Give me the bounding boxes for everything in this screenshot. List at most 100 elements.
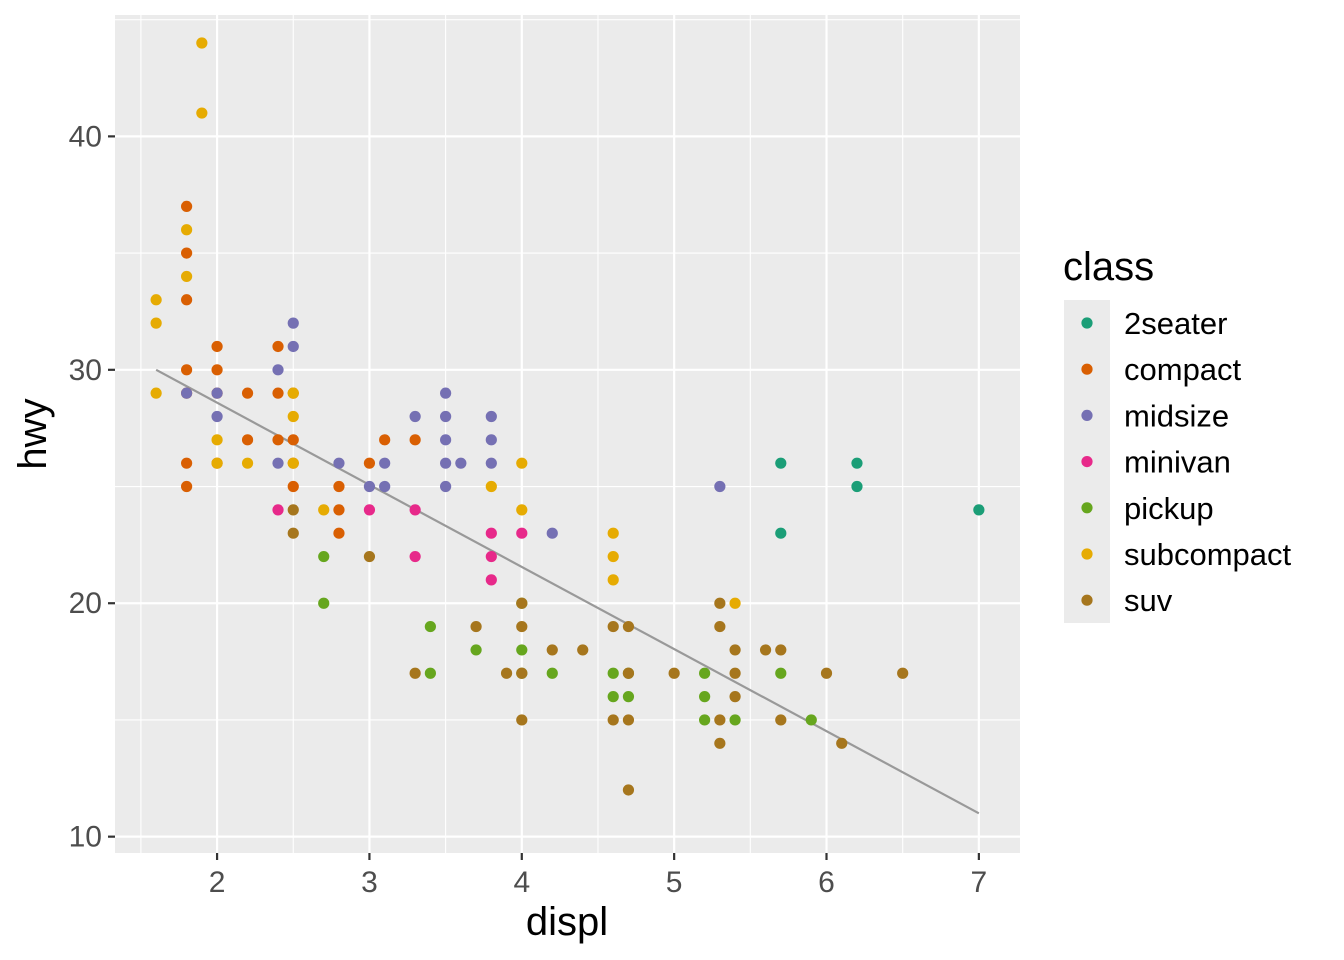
- data-point-subcompact: [516, 457, 528, 469]
- data-point-midsize: [181, 387, 193, 399]
- data-point-pickup: [805, 714, 817, 726]
- data-point-midsize: [409, 410, 421, 423]
- data-point-suv: [729, 691, 741, 703]
- data-point-suv: [500, 667, 513, 679]
- data-point-pickup: [622, 691, 635, 703]
- data-point-suv: [546, 644, 558, 656]
- data-point-compact: [379, 434, 391, 446]
- data-point-compact: [181, 294, 193, 306]
- y-tick-label: 40: [69, 120, 102, 153]
- data-point-pickup: [607, 667, 619, 679]
- data-point-pickup: [699, 667, 711, 679]
- data-point-compact: [181, 364, 193, 376]
- data-point-midsize: [287, 317, 299, 329]
- legend-key-2seater: [1081, 317, 1093, 329]
- data-point-compact: [181, 480, 193, 493]
- legend-label-pickup: pickup: [1124, 491, 1214, 526]
- data-point-suv: [607, 620, 619, 633]
- data-point-suv: [363, 550, 376, 563]
- data-point-subcompact: [318, 504, 330, 516]
- data-point-2seater: [851, 457, 863, 469]
- data-point-compact: [272, 434, 284, 446]
- data-point-midsize: [363, 480, 376, 493]
- data-point-pickup: [318, 550, 330, 563]
- data-point-suv: [622, 620, 635, 633]
- data-point-suv: [714, 714, 726, 726]
- legend-label-compact: compact: [1124, 352, 1242, 387]
- data-point-pickup: [318, 597, 330, 609]
- data-point-suv: [897, 667, 909, 679]
- data-point-compact: [363, 457, 376, 469]
- data-point-midsize: [546, 527, 558, 539]
- legend-label-2seater: 2seater: [1124, 306, 1227, 341]
- data-point-subcompact: [485, 480, 497, 493]
- data-point-suv: [287, 527, 299, 539]
- legend-label-suv: suv: [1124, 583, 1173, 618]
- data-point-subcompact: [211, 434, 223, 446]
- data-point-suv: [729, 667, 741, 679]
- data-point-compact: [211, 364, 223, 376]
- data-point-suv: [775, 714, 787, 726]
- data-point-midsize: [455, 457, 467, 469]
- data-point-compact: [333, 480, 345, 493]
- data-point-suv: [577, 644, 589, 656]
- data-point-midsize: [714, 480, 726, 493]
- data-point-compact: [181, 457, 193, 469]
- data-point-pickup: [516, 644, 528, 656]
- legend-key-subcompact: [1081, 548, 1093, 560]
- data-point-compact: [287, 480, 299, 493]
- data-point-midsize: [440, 410, 452, 423]
- data-point-compact: [241, 434, 254, 446]
- data-point-suv: [516, 620, 528, 633]
- data-point-compact: [409, 434, 421, 446]
- data-point-compact: [272, 340, 284, 353]
- data-point-compact: [211, 340, 223, 353]
- data-point-suv: [668, 667, 680, 679]
- data-point-pickup: [729, 714, 741, 726]
- data-point-compact: [181, 200, 193, 213]
- data-point-pickup: [424, 667, 436, 679]
- data-point-2seater: [775, 457, 787, 469]
- data-point-midsize: [440, 457, 452, 469]
- data-point-midsize: [485, 410, 497, 423]
- data-point-suv: [714, 737, 726, 749]
- data-point-suv: [775, 644, 787, 656]
- data-point-suv: [714, 620, 726, 633]
- data-point-subcompact: [607, 550, 619, 563]
- x-tick-label: 5: [666, 866, 683, 899]
- x-tick-label: 4: [513, 866, 530, 899]
- legend: 2seater compact midsize minivan pickup subcom…: [1081, 306, 1292, 618]
- data-point-midsize: [485, 434, 497, 446]
- data-point-midsize: [333, 457, 345, 469]
- data-point-subcompact: [607, 527, 619, 539]
- data-point-midsize: [440, 387, 452, 399]
- data-point-suv: [836, 737, 848, 749]
- data-point-suv: [729, 644, 741, 656]
- legend-label-subcompact: subcompact: [1124, 537, 1292, 572]
- data-point-subcompact: [241, 457, 254, 469]
- data-point-suv: [759, 644, 772, 656]
- data-point-minivan: [272, 504, 284, 516]
- data-point-midsize: [211, 387, 223, 399]
- data-point-subcompact: [196, 107, 208, 119]
- data-point-2seater: [973, 504, 985, 516]
- data-point-compact: [333, 527, 345, 539]
- data-point-minivan: [516, 527, 528, 539]
- data-point-subcompact: [150, 317, 162, 329]
- data-point-subcompact: [287, 410, 299, 423]
- data-points: [150, 37, 985, 796]
- data-point-midsize: [485, 457, 497, 469]
- y-tick-label: 30: [69, 354, 102, 387]
- data-point-subcompact: [181, 224, 193, 236]
- plot-panel: [115, 15, 1020, 853]
- data-point-suv: [516, 597, 528, 609]
- data-point-suv: [516, 667, 528, 679]
- data-point-midsize: [272, 364, 284, 376]
- data-point-suv: [714, 597, 726, 609]
- legend-key-pickup: [1081, 502, 1093, 514]
- data-point-midsize: [440, 434, 452, 446]
- x-tick-label: 3: [361, 866, 378, 899]
- data-point-midsize: [379, 480, 391, 493]
- data-point-subcompact: [181, 270, 193, 283]
